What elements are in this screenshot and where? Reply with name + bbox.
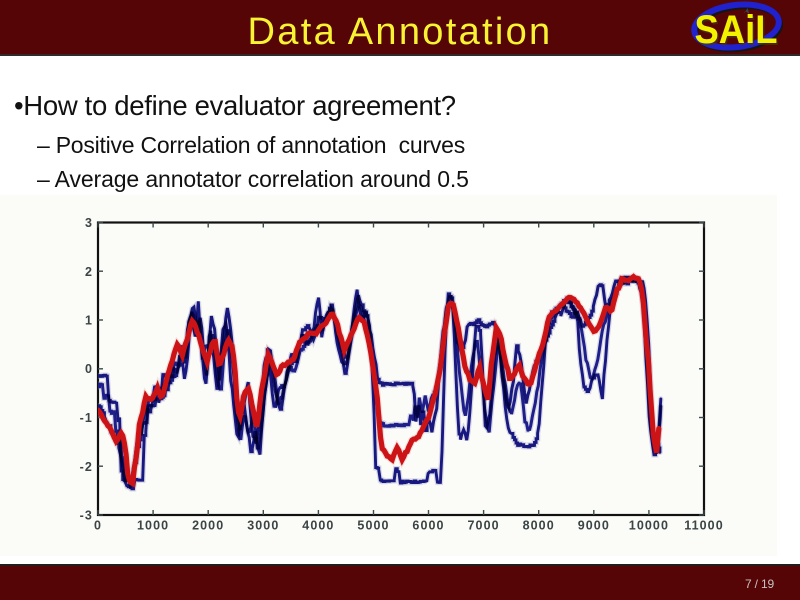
svg-text:-2: -2: [80, 460, 93, 474]
svg-text:-1: -1: [80, 411, 93, 425]
svg-text:6000: 6000: [412, 519, 444, 533]
svg-text:-3: -3: [80, 509, 93, 523]
svg-text:10000: 10000: [629, 519, 669, 533]
svg-text:7000: 7000: [467, 519, 499, 533]
svg-text:9000: 9000: [578, 519, 610, 533]
svg-text:1: 1: [85, 314, 93, 328]
svg-text:0: 0: [85, 362, 93, 376]
svg-text:11000: 11000: [684, 519, 724, 533]
svg-text:1000: 1000: [137, 519, 169, 533]
svg-text:SAiL: SAiL: [696, 10, 779, 54]
svg-text:3: 3: [85, 216, 93, 230]
svg-text:3000: 3000: [247, 519, 279, 533]
svg-text:2: 2: [85, 265, 93, 279]
svg-text:4000: 4000: [302, 519, 334, 533]
svg-text:0: 0: [94, 519, 102, 533]
svg-text:8000: 8000: [523, 519, 555, 533]
svg-text:SAiL: SAiL: [695, 8, 778, 52]
svg-text:2000: 2000: [192, 519, 224, 533]
svg-text:5000: 5000: [357, 519, 389, 533]
